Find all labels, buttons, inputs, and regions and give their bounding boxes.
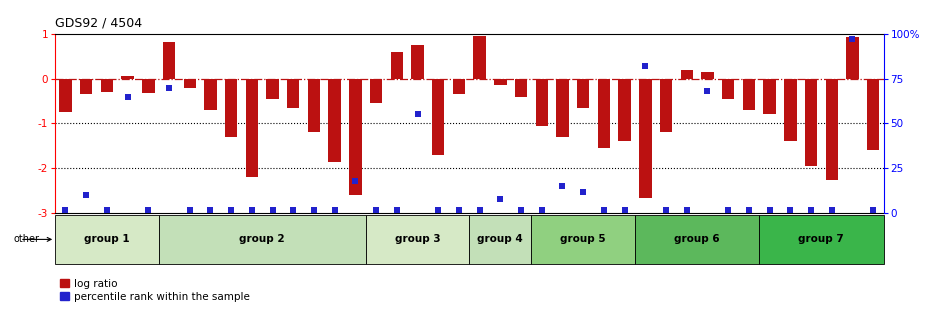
Point: [141, 207, 156, 212]
Bar: [759, 215, 884, 264]
Point: [513, 207, 528, 212]
Bar: [204, 79, 217, 110]
Text: group 7: group 7: [799, 235, 845, 244]
Bar: [225, 79, 238, 137]
Text: group 1: group 1: [84, 235, 130, 244]
Bar: [432, 79, 445, 155]
Point: [265, 207, 280, 212]
Point: [182, 207, 198, 212]
Point: [79, 193, 94, 198]
Text: group 4: group 4: [478, 235, 523, 244]
Point: [534, 207, 549, 212]
Point: [286, 207, 301, 212]
Bar: [826, 79, 838, 180]
Point: [658, 207, 674, 212]
Bar: [287, 79, 299, 108]
Text: other: other: [13, 235, 39, 244]
Point: [762, 207, 777, 212]
Legend: log ratio, percentile rank within the sample: log ratio, percentile rank within the sa…: [60, 279, 250, 302]
Point: [162, 85, 177, 90]
Point: [390, 207, 405, 212]
Point: [244, 207, 259, 212]
Bar: [618, 79, 631, 141]
Text: GDS92 / 4504: GDS92 / 4504: [55, 17, 142, 30]
Point: [306, 207, 321, 212]
Bar: [598, 79, 610, 148]
Bar: [390, 51, 403, 79]
Bar: [159, 215, 366, 264]
Bar: [764, 79, 776, 115]
Bar: [266, 79, 278, 99]
Bar: [183, 79, 196, 88]
Bar: [846, 37, 859, 79]
Bar: [59, 79, 71, 112]
Point: [451, 207, 466, 212]
Point: [100, 207, 114, 212]
Point: [637, 63, 653, 69]
Text: group 5: group 5: [560, 235, 606, 244]
Point: [741, 207, 756, 212]
Point: [845, 36, 860, 42]
Bar: [494, 79, 506, 85]
Point: [327, 207, 342, 212]
Bar: [453, 79, 466, 94]
Point: [700, 88, 715, 94]
Point: [597, 207, 612, 212]
Point: [493, 196, 508, 202]
Bar: [473, 36, 485, 79]
Bar: [350, 79, 362, 196]
Point: [865, 207, 881, 212]
Bar: [722, 79, 734, 99]
Bar: [867, 79, 880, 151]
Bar: [411, 45, 424, 79]
Point: [721, 207, 736, 212]
Point: [783, 207, 798, 212]
Bar: [660, 79, 673, 132]
Bar: [142, 79, 155, 93]
Bar: [536, 79, 548, 126]
Point: [472, 207, 487, 212]
Bar: [366, 215, 469, 264]
Bar: [805, 79, 817, 166]
Point: [223, 207, 238, 212]
Bar: [329, 79, 341, 162]
Point: [430, 207, 446, 212]
Bar: [680, 70, 693, 79]
Bar: [784, 79, 796, 141]
Bar: [162, 42, 175, 79]
Bar: [639, 79, 652, 198]
Bar: [515, 79, 527, 96]
Bar: [246, 79, 258, 177]
Point: [369, 207, 384, 212]
Text: group 3: group 3: [394, 235, 441, 244]
Bar: [577, 79, 589, 108]
Bar: [122, 76, 134, 79]
Point: [576, 189, 591, 195]
Point: [618, 207, 633, 212]
Point: [555, 184, 570, 189]
Point: [679, 207, 694, 212]
Point: [120, 94, 135, 99]
Point: [203, 207, 218, 212]
Bar: [743, 79, 755, 110]
Bar: [308, 79, 320, 132]
Bar: [469, 215, 531, 264]
Bar: [80, 79, 92, 94]
Bar: [557, 79, 569, 137]
Point: [58, 207, 73, 212]
Bar: [55, 215, 159, 264]
Bar: [370, 79, 382, 103]
Point: [348, 178, 363, 184]
Bar: [101, 79, 113, 92]
Bar: [635, 215, 759, 264]
Text: group 6: group 6: [674, 235, 720, 244]
Point: [825, 207, 840, 212]
Bar: [701, 72, 713, 79]
Text: group 2: group 2: [239, 235, 285, 244]
Point: [409, 112, 425, 117]
Point: [804, 207, 819, 212]
Bar: [531, 215, 635, 264]
